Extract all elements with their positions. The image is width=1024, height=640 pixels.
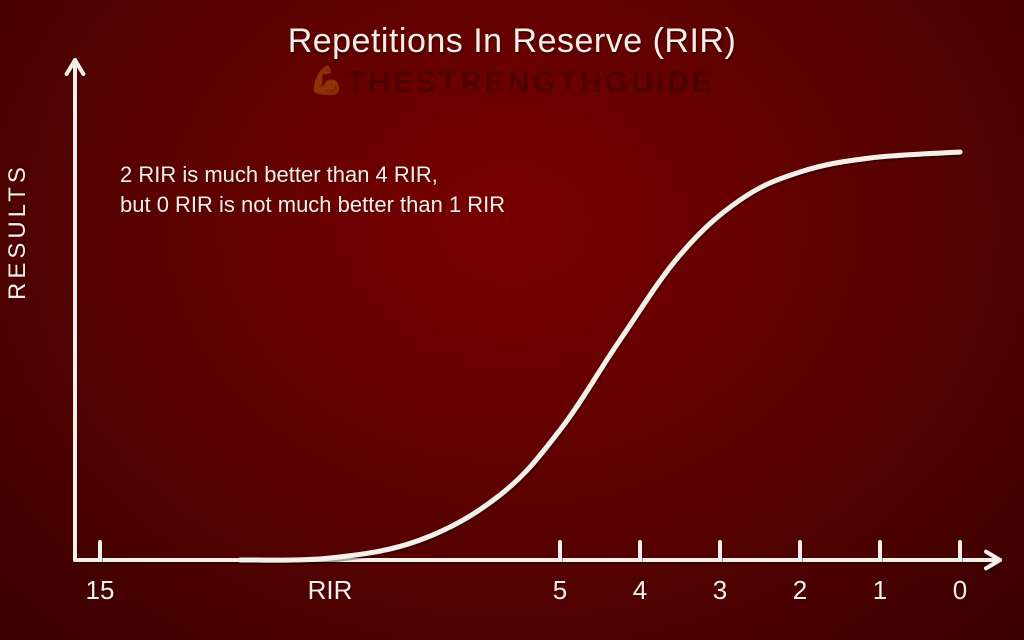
x-tick-label: 3 <box>713 575 727 606</box>
x-tick-label: 0 <box>953 575 967 606</box>
x-tick-label: 5 <box>553 575 567 606</box>
x-tick-label: RIR <box>308 575 353 606</box>
chart-svg <box>0 0 1024 640</box>
axes <box>67 60 1000 568</box>
chart-canvas: Repetitions In Reserve (RIR) 💪THESTRENGT… <box>0 0 1024 640</box>
x-tick-label: 15 <box>86 575 115 606</box>
x-tick-label: 4 <box>633 575 647 606</box>
x-tick-label: 1 <box>873 575 887 606</box>
x-ticks <box>100 542 960 560</box>
x-axis-labels: 15 RIR 5 4 3 2 1 0 <box>0 575 1024 615</box>
x-tick-label: 2 <box>793 575 807 606</box>
results-curve <box>240 152 960 560</box>
